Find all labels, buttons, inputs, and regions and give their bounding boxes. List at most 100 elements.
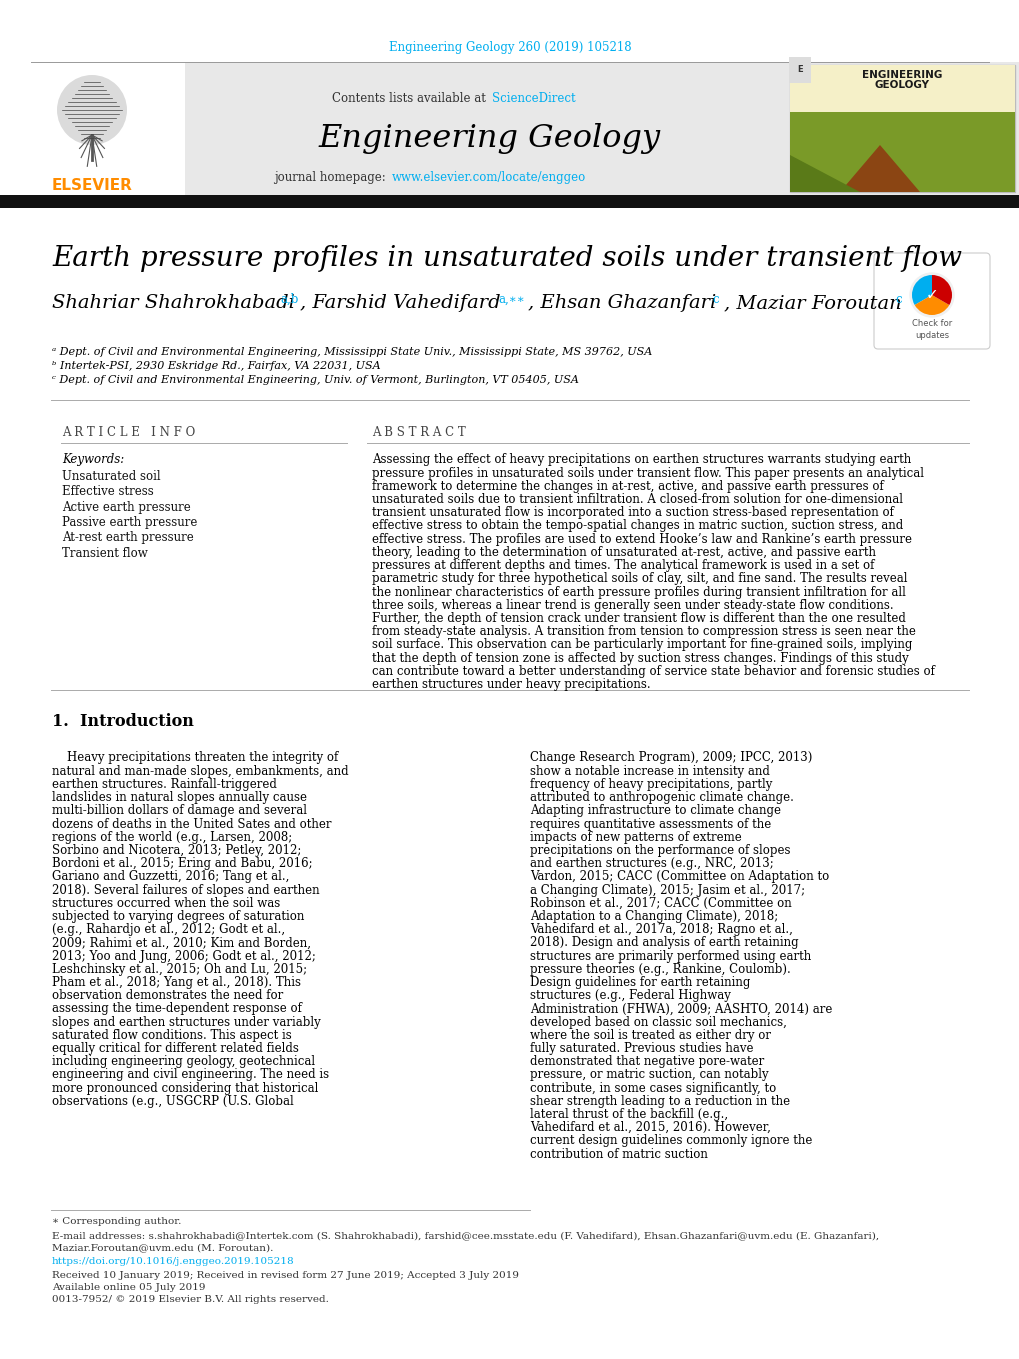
Bar [790, 111, 1014, 192]
Bar [785, 63, 1019, 194]
Text: Engineering Geology: Engineering Geology [319, 122, 660, 154]
Text: the nonlinear characteristics of earth pressure profiles during transient infilt: the nonlinear characteristics of earth p… [372, 586, 905, 598]
Text: Passive earth pressure: Passive earth pressure [62, 516, 198, 529]
Text: slopes and earthen structures under variably: slopes and earthen structures under vari… [52, 1015, 320, 1029]
Text: Contents lists available at: Contents lists available at [332, 91, 489, 105]
Text: equally critical for different related fields: equally critical for different related f… [52, 1042, 299, 1055]
Text: natural and man-made slopes, embankments, and: natural and man-made slopes, embankments… [52, 765, 348, 777]
Text: Adapting infrastructure to climate change: Adapting infrastructure to climate chang… [530, 805, 781, 817]
Text: GEOLOGY: GEOLOGY [873, 80, 928, 90]
Text: subjected to varying degrees of saturation: subjected to varying degrees of saturati… [52, 911, 304, 923]
Bar [184, 63, 785, 194]
Text: ᵇ Intertek-PSI, 2930 Eskridge Rd., Fairfax, VA 22031, USA: ᵇ Intertek-PSI, 2930 Eskridge Rd., Fairf… [52, 361, 380, 371]
Text: Sorbino and Nicotera, 2013; Petley, 2012;: Sorbino and Nicotera, 2013; Petley, 2012… [52, 844, 301, 858]
FancyBboxPatch shape [873, 253, 989, 349]
Text: demonstrated that negative pore-water: demonstrated that negative pore-water [530, 1055, 763, 1068]
Text: A R T I C L E   I N F O: A R T I C L E I N F O [62, 425, 195, 439]
Text: observation demonstrates the need for: observation demonstrates the need for [52, 989, 283, 1002]
Text: Keywords:: Keywords: [62, 454, 124, 466]
Text: Available online 05 July 2019: Available online 05 July 2019 [52, 1283, 205, 1291]
Text: a,∗∗: a,∗∗ [497, 294, 524, 306]
Text: observations (e.g., USGCRP (U.S. Global: observations (e.g., USGCRP (U.S. Global [52, 1095, 293, 1108]
Text: contribution of matric suction: contribution of matric suction [530, 1147, 707, 1161]
Text: effective stress to obtain the tempo-spatial changes in matric suction, suction : effective stress to obtain the tempo-spa… [372, 519, 903, 533]
Text: show a notable increase in intensity and: show a notable increase in intensity and [530, 765, 769, 777]
Text: c: c [894, 294, 901, 306]
Text: Leshchinsky et al., 2015; Oh and Lu, 2015;: Leshchinsky et al., 2015; Oh and Lu, 201… [52, 962, 307, 976]
Text: 2009; Rahimi et al., 2010; Kim and Borden,: 2009; Rahimi et al., 2010; Kim and Borde… [52, 936, 311, 950]
Text: Received 10 January 2019; Received in revised form 27 June 2019; Accepted 3 July: Received 10 January 2019; Received in re… [52, 1271, 519, 1280]
Wedge shape [931, 275, 951, 304]
Text: assessing the time-dependent response of: assessing the time-dependent response of [52, 1003, 302, 1015]
Text: Transient flow: Transient flow [62, 548, 148, 560]
Text: Engineering Geology 260 (2019) 105218: Engineering Geology 260 (2019) 105218 [388, 42, 631, 54]
Text: Gariano and Guzzetti, 2016; Tang et al.,: Gariano and Guzzetti, 2016; Tang et al., [52, 870, 289, 883]
Bar [790, 65, 1014, 116]
Text: impacts of new patterns of extreme: impacts of new patterns of extreme [530, 830, 741, 844]
Text: shear strength leading to a reduction in the: shear strength leading to a reduction in… [530, 1095, 790, 1108]
Polygon shape [840, 145, 919, 192]
Text: engineering and civil engineering. The need is: engineering and civil engineering. The n… [52, 1068, 329, 1082]
Text: structures are primarily performed using earth: structures are primarily performed using… [530, 950, 810, 962]
Text: Design guidelines for earth retaining: Design guidelines for earth retaining [530, 976, 750, 989]
Text: 0013-7952/ © 2019 Elsevier B.V. All rights reserved.: 0013-7952/ © 2019 Elsevier B.V. All righ… [52, 1295, 328, 1303]
Text: pressures at different depths and times. The analytical framework is used in a s: pressures at different depths and times.… [372, 559, 873, 572]
Text: Vardon, 2015; CACC (Committee on Adaptation to: Vardon, 2015; CACC (Committee on Adaptat… [530, 870, 828, 883]
Text: At-rest earth pressure: At-rest earth pressure [62, 531, 194, 545]
Text: Administration (FHWA), 2009; AASHTO, 2014) are: Administration (FHWA), 2009; AASHTO, 201… [530, 1003, 832, 1015]
Text: pressure, or matric suction, can notably: pressure, or matric suction, can notably [530, 1068, 768, 1082]
Text: 2018). Design and analysis of earth retaining: 2018). Design and analysis of earth reta… [530, 936, 798, 950]
Text: updates: updates [914, 330, 948, 340]
Text: pressure theories (e.g., Rankine, Coulomb).: pressure theories (e.g., Rankine, Coulom… [530, 962, 790, 976]
Text: unsaturated soils due to transient infiltration. A closed-from solution for one-: unsaturated soils due to transient infil… [372, 493, 902, 506]
Text: E-mail addresses: s.shahrokhabadi@Intertek.com (S. Shahrokhabadi), farshid@cee.m: E-mail addresses: s.shahrokhabadi@Intert… [52, 1231, 878, 1241]
Text: Maziar.Foroutan@uvm.edu (M. Foroutan).: Maziar.Foroutan@uvm.edu (M. Foroutan). [52, 1243, 273, 1253]
Text: saturated flow conditions. This aspect is: saturated flow conditions. This aspect i… [52, 1029, 291, 1042]
Text: landslides in natural slopes annually cause: landslides in natural slopes annually ca… [52, 791, 307, 805]
Text: ✓: ✓ [924, 288, 937, 303]
Text: fully saturated. Previous studies have: fully saturated. Previous studies have [530, 1042, 753, 1055]
Text: Earth pressure profiles in unsaturated soils under transient flow: Earth pressure profiles in unsaturated s… [52, 245, 961, 272]
Text: precipitations on the performance of slopes: precipitations on the performance of slo… [530, 844, 790, 858]
Text: developed based on classic soil mechanics,: developed based on classic soil mechanic… [530, 1015, 786, 1029]
Text: from steady-state analysis. A transition from tension to compression stress is s: from steady-state analysis. A transition… [372, 625, 915, 639]
Text: ᵃ Dept. of Civil and Environmental Engineering, Mississippi State Univ., Mississ: ᵃ Dept. of Civil and Environmental Engin… [52, 347, 651, 357]
Text: earthen structures under heavy precipitations.: earthen structures under heavy precipita… [372, 678, 650, 690]
Text: ∗ Corresponding author.: ∗ Corresponding author. [52, 1218, 181, 1227]
Text: Check for: Check for [911, 319, 951, 329]
Text: soil surface. This observation can be particularly important for fine-grained so: soil surface. This observation can be pa… [372, 639, 911, 651]
Text: theory, leading to the determination of unsaturated at-rest, active, and passive: theory, leading to the determination of … [372, 546, 875, 559]
Text: dozens of deaths in the United Sates and other: dozens of deaths in the United Sates and… [52, 818, 331, 830]
Text: frequency of heavy precipitations, partly: frequency of heavy precipitations, partl… [530, 777, 771, 791]
Text: , Farshid Vahedifard: , Farshid Vahedifard [300, 294, 500, 313]
Text: Unsaturated soil: Unsaturated soil [62, 469, 160, 482]
Text: that the depth of tension zone is affected by suction stress changes. Findings o: that the depth of tension zone is affect… [372, 651, 908, 665]
Text: https://doi.org/10.1016/j.enggeo.2019.105218: https://doi.org/10.1016/j.enggeo.2019.10… [52, 1257, 294, 1267]
Text: www.elsevier.com/locate/enggeo: www.elsevier.com/locate/enggeo [391, 171, 586, 185]
Text: effective stress. The profiles are used to extend Hooke’s law and Rankine’s eart: effective stress. The profiles are used … [372, 533, 911, 546]
Text: c: c [711, 294, 718, 306]
Text: framework to determine the changes in at-rest, active, and passive earth pressur: framework to determine the changes in at… [372, 480, 882, 493]
Text: , Maziar Foroutan: , Maziar Foroutan [723, 294, 901, 313]
Text: can contribute toward a better understanding of service state behavior and foren: can contribute toward a better understan… [372, 665, 934, 678]
Text: journal homepage:: journal homepage: [274, 171, 389, 185]
Text: structures (e.g., Federal Highway: structures (e.g., Federal Highway [530, 989, 731, 1002]
Text: three soils, whereas a linear trend is generally seen under steady-state flow co: three soils, whereas a linear trend is g… [372, 599, 893, 612]
Text: parametric study for three hypothetical soils of clay, silt, and fine sand. The : parametric study for three hypothetical … [372, 572, 907, 586]
Text: ᶜ Dept. of Civil and Environmental Engineering, Univ. of Vermont, Burlington, VT: ᶜ Dept. of Civil and Environmental Engin… [52, 375, 579, 385]
Text: , Ehsan Ghazanfari: , Ehsan Ghazanfari [528, 294, 715, 313]
Text: where the soil is treated as either dry or: where the soil is treated as either dry … [530, 1029, 770, 1042]
Text: including engineering geology, geotechnical: including engineering geology, geotechni… [52, 1055, 315, 1068]
Text: multi-billion dollars of damage and several: multi-billion dollars of damage and seve… [52, 805, 307, 817]
Ellipse shape [57, 75, 127, 145]
Text: Active earth pressure: Active earth pressure [62, 500, 191, 514]
Text: Assessing the effect of heavy precipitations on earthen structures warrants stud: Assessing the effect of heavy precipitat… [372, 454, 910, 466]
Text: Shahriar Shahrokhabadi: Shahriar Shahrokhabadi [52, 294, 294, 313]
Text: attributed to anthropogenic climate change.: attributed to anthropogenic climate chan… [530, 791, 793, 805]
Text: transient unsaturated flow is incorporated into a suction stress-based represent: transient unsaturated flow is incorporat… [372, 507, 893, 519]
Text: Change Research Program), 2009; IPCC, 2013): Change Research Program), 2009; IPCC, 20… [530, 752, 811, 765]
Text: a Changing Climate), 2015; Jasim et al., 2017;: a Changing Climate), 2015; Jasim et al.,… [530, 883, 804, 897]
Text: lateral thrust of the backfill (e.g.,: lateral thrust of the backfill (e.g., [530, 1108, 728, 1121]
Text: structures occurred when the soil was: structures occurred when the soil was [52, 897, 280, 909]
Text: Vahedifard et al., 2015, 2016). However,: Vahedifard et al., 2015, 2016). However, [530, 1121, 770, 1135]
